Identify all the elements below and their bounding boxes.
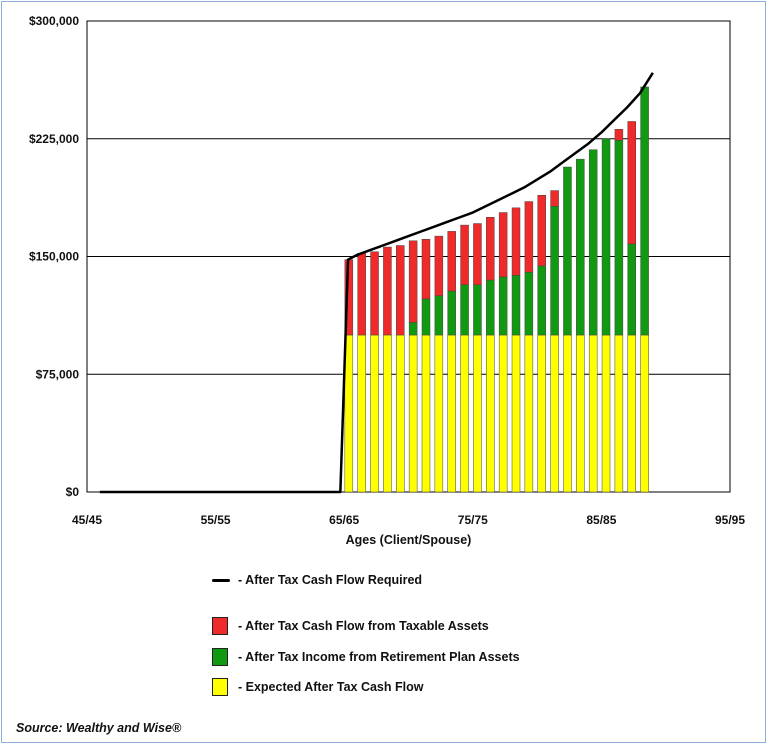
bar-expected <box>421 334 431 493</box>
bar-expected <box>447 334 456 493</box>
bar-retirement <box>421 298 431 336</box>
bar-retirement <box>486 279 495 336</box>
x-tick-label: 95/95 <box>715 513 745 527</box>
bar-expected <box>396 334 405 493</box>
bar-expected <box>486 334 495 493</box>
bar-expected <box>614 334 624 493</box>
bar-taxable <box>473 223 482 286</box>
bar-taxable <box>447 231 456 292</box>
bar-retirement <box>434 295 444 336</box>
bar-expected <box>383 334 392 493</box>
x-tick-label: 55/55 <box>201 513 231 527</box>
bar-retirement <box>408 322 418 336</box>
legend-label-expected: - Expected After Tax Cash Flow <box>238 680 424 694</box>
required-cash-flow-line <box>99 72 654 494</box>
x-tick-label: 65/65 <box>329 513 359 527</box>
bar-taxable <box>498 212 508 278</box>
bar-retirement <box>627 243 636 336</box>
bar-taxable <box>537 195 546 267</box>
bar-expected <box>460 334 469 493</box>
legend-item-taxable: - After Tax Cash Flow from Taxable Asset… <box>212 616 489 636</box>
bar-taxable <box>421 238 431 300</box>
bar-taxable <box>396 245 405 336</box>
bar-taxable <box>550 190 559 207</box>
bar-expected <box>576 334 585 493</box>
bar-expected <box>627 334 636 493</box>
taxable-swatch <box>212 617 228 635</box>
bar-expected <box>524 334 534 493</box>
bar-expected <box>357 334 366 493</box>
legend-item-required: - After Tax Cash Flow Required <box>212 570 422 590</box>
bar-retirement <box>460 284 469 336</box>
bar-expected <box>550 334 559 493</box>
y-tick-label: $225,000 <box>29 132 79 146</box>
bar-taxable <box>627 121 636 245</box>
bar-taxable <box>511 207 521 276</box>
bar-expected <box>601 334 611 493</box>
bar-retirement <box>524 271 534 336</box>
bar-taxable <box>434 235 444 296</box>
bar-retirement <box>498 276 508 336</box>
y-tick-label: $75,000 <box>36 367 80 381</box>
bar-expected <box>511 334 521 493</box>
y-tick-label: $150,000 <box>29 250 79 264</box>
bar-expected <box>588 334 598 493</box>
bar-expected <box>408 334 418 493</box>
legend-item-retirement: - After Tax Income from Retirement Plan … <box>212 647 520 667</box>
bar-expected <box>434 334 444 493</box>
bar-retirement <box>447 290 456 336</box>
bar-expected <box>498 334 508 493</box>
bar-retirement <box>640 86 649 336</box>
bar-retirement <box>563 166 572 336</box>
bar-taxable <box>524 201 534 273</box>
x-tick-label: 85/85 <box>586 513 616 527</box>
bar-retirement <box>588 149 598 336</box>
bar-taxable <box>460 224 469 286</box>
stacked-bar-chart: $0 $75,000 $150,000 $225,000 $300,000 45/45 55… <box>29 14 745 547</box>
bar-expected <box>563 334 572 493</box>
bar-taxable <box>357 253 366 336</box>
bar-expected <box>473 334 482 493</box>
x-tick-label: 75/75 <box>458 513 488 527</box>
required-line-swatch <box>212 578 230 582</box>
bar-retirement <box>537 265 546 336</box>
x-axis-label: Ages (Client/Spouse) <box>346 533 472 547</box>
x-tick-label: 45/45 <box>72 513 102 527</box>
y-tick-label: $0 <box>66 485 80 499</box>
bar-retirement <box>601 138 611 336</box>
bar-retirement <box>473 284 482 336</box>
bar-taxable <box>408 240 418 323</box>
bar-retirement <box>511 275 521 336</box>
bar-taxable <box>486 217 495 281</box>
legend-label-retirement: - After Tax Income from Retirement Plan … <box>238 650 520 664</box>
bar-taxable <box>383 246 392 336</box>
bar-expected <box>344 334 354 493</box>
expected-swatch <box>212 678 228 696</box>
y-tick-label: $300,000 <box>29 14 79 28</box>
bar-expected <box>640 334 649 493</box>
bar-retirement <box>576 158 585 336</box>
bar-taxable <box>614 129 624 141</box>
legend-label-taxable: - After Tax Cash Flow from Taxable Asset… <box>238 619 489 633</box>
source-note: Source: Wealthy and Wise® <box>16 721 182 735</box>
bar-expected <box>537 334 546 493</box>
bar-retirement <box>550 206 559 336</box>
bar-retirement <box>614 140 624 336</box>
legend-item-expected: - Expected After Tax Cash Flow <box>212 677 423 697</box>
legend-label-required: - After Tax Cash Flow Required <box>238 573 423 587</box>
bar-expected <box>370 334 379 493</box>
retirement-swatch <box>212 648 228 666</box>
bar-taxable <box>370 251 379 336</box>
